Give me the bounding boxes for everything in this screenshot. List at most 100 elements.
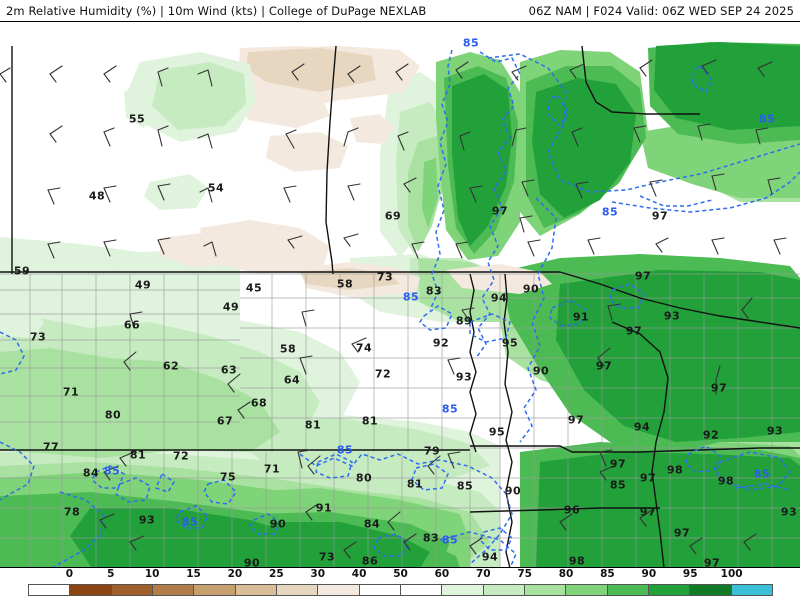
colorbar-segment (607, 585, 649, 595)
colorbar-tick: 20 (227, 568, 243, 580)
contour-label: 94 (633, 420, 651, 434)
colorbar-segment (152, 585, 195, 595)
colorbar-segment (648, 585, 691, 595)
colorbar-tick: 5 (107, 568, 115, 580)
contour-label: 72 (172, 449, 190, 463)
contour-label: 97 (703, 556, 721, 568)
contour-label: 90 (269, 517, 287, 531)
contour-label: 73 (376, 270, 394, 284)
colorbar-segment (318, 585, 360, 595)
rh-85-contour-lines (0, 49, 800, 567)
contour-label: 85 (402, 290, 420, 304)
contour-label: 77 (42, 440, 60, 454)
colorbar-segment (524, 585, 567, 595)
contour-label: 85 (462, 36, 480, 50)
contour-label: 67 (216, 414, 234, 428)
contour-label: 90 (522, 282, 540, 296)
colorbar-segment (235, 585, 277, 595)
contour-label: 90 (504, 484, 522, 498)
contour-label: 73 (29, 330, 47, 344)
header-bar: 2m Relative Humidity (%) | 10m Wind (kts… (0, 0, 800, 22)
colorbar-segment (29, 585, 71, 595)
contour-label: 93 (138, 513, 156, 527)
colorbar-gradient[interactable] (28, 584, 773, 596)
colorbar-tick: 30 (310, 568, 326, 580)
contour-label: 91 (315, 501, 333, 515)
contour-label: 63 (220, 363, 238, 377)
contour-label: 58 (336, 277, 354, 291)
contour-label: 83 (422, 531, 440, 545)
colorbar-segment (400, 585, 443, 595)
contour-label: 64 (283, 373, 301, 387)
contour-label: 83 (425, 284, 443, 298)
contour-label: 85 (753, 467, 771, 481)
contour-label: 58 (279, 342, 297, 356)
contour-label: 48 (88, 189, 106, 203)
contour-label: 97 (639, 505, 657, 519)
contour-label: 85 (336, 443, 354, 457)
contour-label: 97 (710, 381, 728, 395)
contour-label: 81 (129, 448, 147, 462)
contour-label: 97 (625, 324, 643, 338)
contour-label: 85 (441, 533, 459, 547)
contour-label: 71 (62, 385, 80, 399)
contour-label: 97 (567, 413, 585, 427)
contour-label: 93 (455, 370, 473, 384)
contour-label: 85 (758, 112, 776, 126)
contour-label: 86 (361, 554, 379, 568)
contour-label: 81 (304, 418, 322, 432)
contour-label: 92 (702, 428, 720, 442)
colorbar-tick: 70 (475, 568, 491, 580)
contour-label: 78 (63, 505, 81, 519)
contour-label: 93 (780, 505, 798, 519)
contour-label: 74 (355, 341, 373, 355)
contour-label: 91 (572, 310, 590, 324)
contour-label: 45 (245, 281, 263, 295)
contour-label: 85 (609, 478, 627, 492)
contour-label: 80 (104, 408, 122, 422)
colorbar-segment (731, 585, 772, 595)
contour-label: 95 (488, 425, 506, 439)
colorbar-tick: 95 (682, 568, 698, 580)
colorbar-tick: 90 (641, 568, 657, 580)
county-boundaries (0, 273, 800, 567)
contour-label: 69 (384, 209, 402, 223)
map-canvas[interactable]: 55 48 54 69 85 85 85 97 97 59 49 49 45 58 73 83 85 90 91 97… (0, 22, 800, 568)
contour-label: 97 (609, 457, 627, 471)
colorbar-tick: 80 (558, 568, 574, 580)
contour-label: 97 (595, 359, 613, 373)
colorbar-tick: 0 (65, 568, 74, 580)
colorbar-segment (276, 585, 319, 595)
contour-label: 93 (663, 309, 681, 323)
contour-label: 85 (441, 402, 459, 416)
colorbar-segment (483, 585, 525, 595)
contour-label: 97 (634, 269, 652, 283)
colorbar-segment (111, 585, 153, 595)
colorbar-segment (690, 585, 732, 595)
contour-label: 54 (207, 181, 225, 195)
contour-label: 66 (123, 318, 141, 332)
contour-label: 85 (456, 479, 474, 493)
contour-label: 98 (666, 463, 684, 477)
contour-label: 93 (766, 424, 784, 438)
colorbar-tick: 60 (434, 568, 450, 580)
contour-label: 62 (162, 359, 180, 373)
contour-label: 71 (263, 462, 281, 476)
colorbar-tick: 85 (600, 568, 615, 580)
colorbar-panel: 0 5 10 15 20 25 30 40 50 60 70 75 80 85 90 95 100 (0, 568, 800, 600)
contour-label: 68 (250, 396, 268, 410)
state-boundaries (0, 45, 800, 567)
header-model-valid-time: 06Z NAM | F024 Valid: 06Z WED SEP 24 202… (528, 4, 794, 18)
contour-label: 84 (363, 517, 381, 531)
contour-label: 95 (501, 336, 519, 350)
header-title-left: 2m Relative Humidity (%) | 10m Wind (kts… (6, 4, 427, 18)
colorbar-segment (442, 585, 484, 595)
contour-label: 84 (82, 466, 100, 480)
colorbar-tick: 50 (393, 568, 408, 580)
map-graphics (0, 22, 800, 567)
contour-label: 79 (423, 444, 441, 458)
colorbar-tick: 40 (351, 568, 367, 580)
colorbar-segment (359, 585, 401, 595)
colorbar-segment (70, 585, 112, 595)
